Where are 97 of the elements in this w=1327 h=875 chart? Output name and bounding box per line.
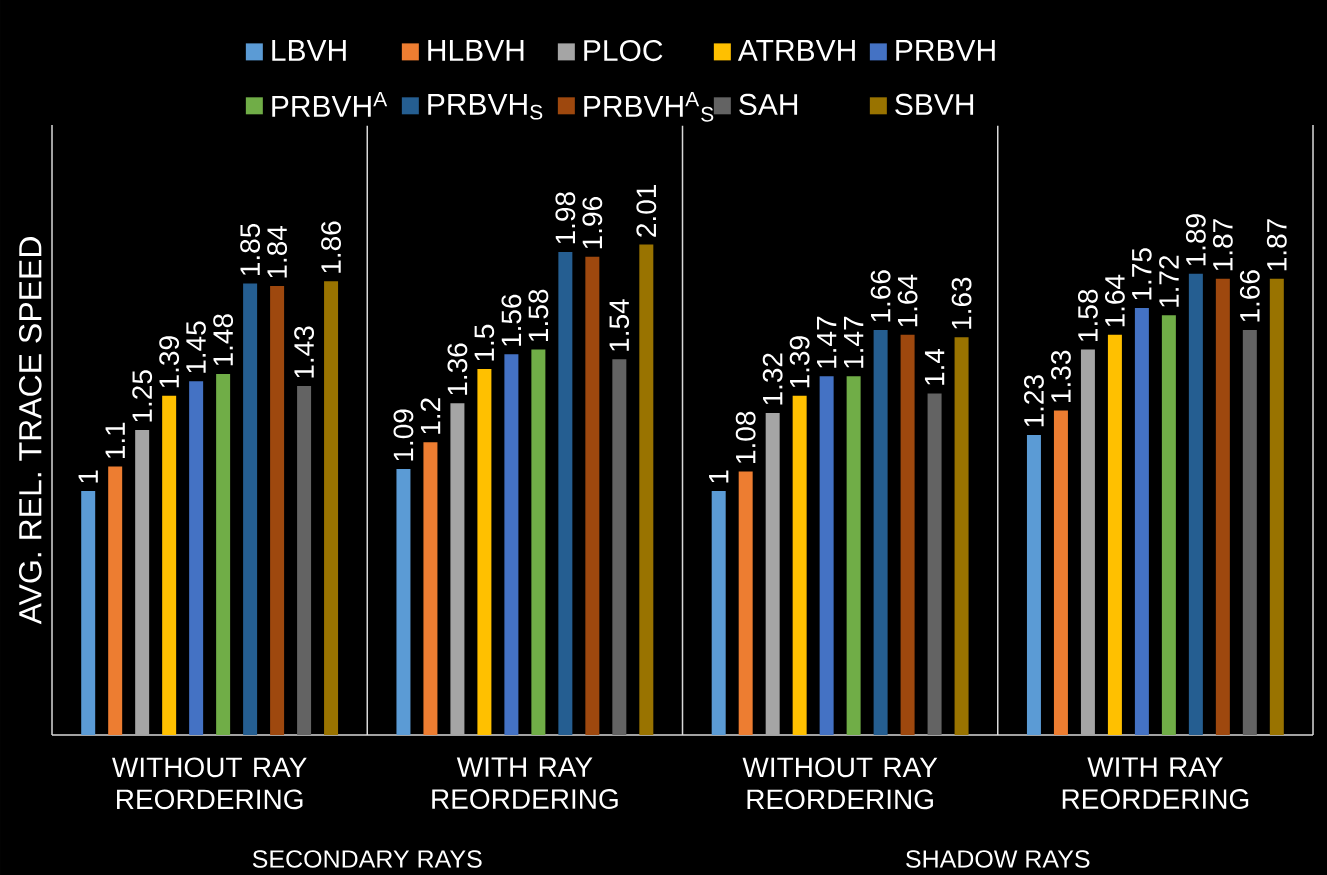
bar [585, 256, 600, 735]
bar [243, 283, 258, 735]
bar [1107, 334, 1122, 735]
data-label: 1.4 [924, 348, 945, 385]
data-label: 1.33 [1051, 350, 1071, 402]
data-label: 1.75 [1132, 248, 1152, 300]
bar [819, 376, 834, 735]
bar [927, 393, 942, 735]
bar [297, 386, 312, 735]
data-label: 1.66 [1239, 270, 1260, 322]
bar [873, 329, 888, 735]
bar [423, 442, 438, 735]
legend-label: SAH [739, 93, 798, 116]
data-label: 1.43 [294, 326, 314, 378]
data-label: 1.63 [951, 277, 972, 329]
data-label: 1.23 [1024, 375, 1044, 427]
bar [162, 395, 177, 735]
data-label: 1 [78, 470, 98, 483]
bar [1053, 410, 1068, 735]
bar [558, 251, 573, 735]
data-label: 1.58 [1077, 289, 1098, 341]
bar [477, 369, 492, 735]
bar [135, 430, 150, 735]
bar [324, 281, 339, 735]
data-label: 2.01 [636, 185, 657, 237]
data-label: 1.66 [870, 270, 891, 322]
data-label: 1.56 [501, 294, 522, 346]
x-tick-label: WITHOUT RAY REORDERING [112, 757, 307, 810]
bar [189, 381, 204, 735]
text: SECONDARY RAYS [252, 850, 482, 868]
data-label: 1.39 [789, 336, 810, 388]
data-label: 1.32 [762, 353, 783, 405]
data-label: 1 [709, 470, 729, 483]
data-label: 1.45 [186, 321, 206, 373]
bar [1080, 349, 1095, 735]
data-label: 1.39 [159, 336, 180, 388]
bar [711, 491, 726, 735]
bar [1215, 278, 1230, 735]
data-label: 1.96 [582, 197, 603, 249]
legend-label: HLBVH [428, 40, 524, 61]
x-tick-label: WITH RAY REORDERING [432, 757, 618, 809]
bar [396, 469, 411, 735]
bar [954, 337, 969, 735]
bar [1134, 308, 1149, 735]
legend-label: PRBVH$^{A}$S [584, 91, 714, 122]
bar [846, 376, 861, 735]
data-label: 1.08 [735, 411, 756, 463]
bar [1026, 434, 1041, 735]
bar [1242, 329, 1257, 735]
data-label: 1.58 [528, 289, 549, 341]
data-label: 1.89 [1185, 214, 1206, 266]
data-label: 1.87 [1212, 219, 1233, 271]
bar [531, 349, 546, 735]
data-label: 1.64 [1104, 274, 1125, 327]
bar [792, 395, 807, 735]
bar [1161, 315, 1176, 735]
data-label: 1.47 [817, 316, 837, 368]
legend-label: SBVH [895, 93, 974, 116]
text: SHADOW RAYS [906, 850, 1090, 868]
data-label: 1.2 [420, 398, 441, 434]
bar [270, 286, 285, 735]
data-label: 1.86 [321, 221, 341, 273]
legend-label: PLOC [584, 39, 663, 62]
data-label: 1.85 [240, 223, 261, 276]
bar [900, 334, 915, 735]
bar [81, 491, 96, 735]
data-label: 1.36 [447, 343, 468, 395]
bar [738, 471, 753, 735]
data-label: 1.47 [844, 316, 864, 368]
x-tick-label: WITHOUT RAY REORDERING [742, 757, 938, 810]
data-label: 1.64 [897, 274, 918, 327]
data-label: 1.98 [555, 192, 576, 244]
bar [450, 403, 465, 735]
bar [1188, 273, 1203, 735]
legend-label: ATRBVH [737, 40, 855, 61]
data-label: 1.25 [132, 370, 153, 422]
bar [108, 466, 123, 735]
x-tick-label: WITH RAY REORDERING [1062, 757, 1249, 809]
legend-label: PRBVH [896, 40, 995, 61]
bar [504, 354, 519, 735]
data-label: 1.54 [609, 299, 630, 351]
data-label: 1.87 [1266, 219, 1287, 271]
legend-label: PRBVH$^{A}$ [272, 91, 388, 117]
bar [612, 359, 627, 735]
data-label: 1.5 [474, 324, 495, 361]
bar [1269, 278, 1284, 735]
data-label: 1.1 [105, 422, 125, 459]
legend-label: PRBVH$_{S}$ [428, 93, 543, 120]
bar [765, 412, 780, 735]
data-label: 1.48 [213, 314, 234, 366]
legend-label: LBVH [272, 40, 346, 61]
data-label: 1.72 [1159, 255, 1179, 307]
bar [216, 373, 231, 735]
bar [639, 244, 654, 735]
y-axis-title: AVG. REL. TRACE SPEED [18, 237, 42, 625]
data-label: 1.84 [267, 225, 288, 278]
data-label: 1.09 [393, 409, 414, 461]
